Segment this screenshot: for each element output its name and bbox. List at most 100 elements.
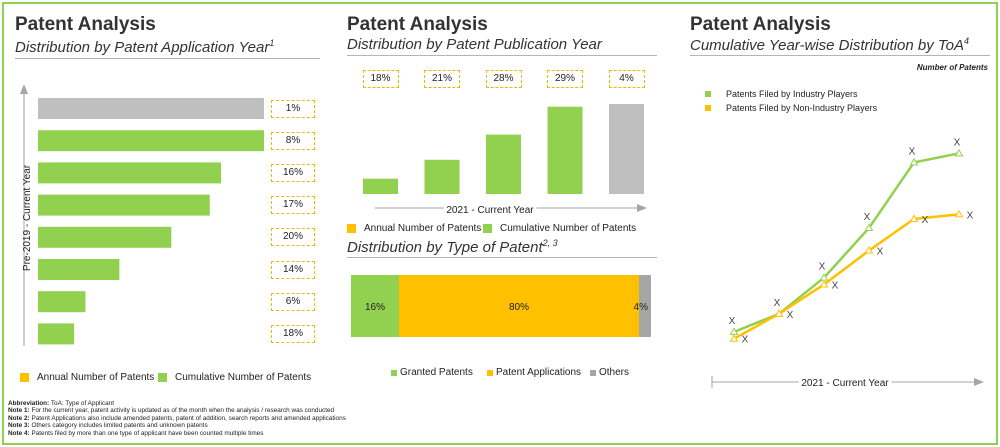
left-bar xyxy=(38,291,86,313)
mid-legend-swatch-annual xyxy=(347,224,356,233)
right-legend-label: Patents Filed by Non-Industry Players xyxy=(726,103,878,113)
footnote-text: ToA: Type of Applicant xyxy=(49,400,114,407)
footnote-text: Others category includes limited patents… xyxy=(29,422,208,430)
mid-legend-cumulative: Cumulative Number of Patents xyxy=(500,223,637,234)
right-series-marker xyxy=(729,334,739,342)
left-legend-swatch-cumulative xyxy=(158,373,167,382)
right-series-line xyxy=(733,152,960,334)
type-stacked-bar: 16% 80% 4% xyxy=(351,275,651,337)
footnote-row: Note 2: Patent Applications also include… xyxy=(8,415,608,422)
right-legend-label: Patents Filed by Industry Players xyxy=(726,89,858,99)
right-title-rule xyxy=(690,55,990,56)
mid-bar xyxy=(486,134,521,194)
right-point-label: X xyxy=(774,298,781,309)
type-title-rule xyxy=(347,257,657,258)
type-title-text: Distribution by Type of Patent xyxy=(347,239,543,256)
mid-bar xyxy=(424,159,460,194)
left-bar-value-label: 8% xyxy=(271,131,315,150)
right-series-marker xyxy=(864,246,874,254)
mid-bar-value-label: 29% xyxy=(547,70,583,88)
mid-subtitle: Distribution by Patent Publication Year xyxy=(347,36,602,53)
left-legend-swatch-annual xyxy=(20,373,29,382)
mid-bar-value-label: 4% xyxy=(608,70,645,88)
mid-bar-chart: 2021 - Current Year xyxy=(363,104,647,219)
mid-title: Patent Analysis xyxy=(347,14,488,35)
left-bar-chart: Pre-2019 - Current Year xyxy=(20,84,264,346)
type-legend-swatch-granted xyxy=(391,370,397,376)
right-unit-label: Number of Patents xyxy=(916,63,988,72)
right-series-marker xyxy=(819,279,829,288)
footnote-row: Abbreviation: ToA: Type of Applicant xyxy=(8,400,608,407)
left-bar xyxy=(38,130,264,152)
right-series-marker xyxy=(774,309,784,317)
right-point-label: X xyxy=(967,210,974,221)
left-bar-value-label: 6% xyxy=(271,292,315,311)
mid-title-rule xyxy=(347,55,657,56)
type-title-sup: 2, 3 xyxy=(542,238,558,248)
type-title: Distribution by Type of Patent2, 3 xyxy=(347,238,558,256)
left-bar-value-label: 20% xyxy=(271,228,315,247)
right-series-marker xyxy=(909,214,919,222)
right-point-label: X xyxy=(787,310,794,321)
right-point-label: X xyxy=(729,316,736,327)
left-bar xyxy=(38,323,75,345)
left-axis-label: Pre-2019 - Current Year xyxy=(22,164,33,271)
type-segment xyxy=(639,275,651,337)
left-axis-arrow xyxy=(20,84,28,94)
footnote-label: Note 4: xyxy=(8,429,30,437)
type-legend-applications: Patent Applications xyxy=(496,367,582,378)
mid-bar xyxy=(609,104,644,194)
footnote-row: Note 1: For the current year, patent act… xyxy=(8,407,608,414)
type-legend-swatch-others xyxy=(590,370,596,376)
left-subtitle: Distribution by Patent Application Year1 xyxy=(15,38,274,56)
right-point-label: X xyxy=(819,262,826,273)
mid-bar-value-label: 28% xyxy=(485,70,522,88)
footnote-row: Note 3: Others category includes limited… xyxy=(8,422,608,429)
footnote-row: Note 4: Patents filed by more than one t… xyxy=(8,430,608,437)
footnote-label: Note 2: xyxy=(8,414,30,422)
left-bar-value-label: 14% xyxy=(271,260,315,279)
left-bar xyxy=(38,162,222,184)
right-series-marker xyxy=(909,157,919,166)
footnote-label: Abbreviation: xyxy=(8,400,50,407)
left-bar xyxy=(38,226,172,248)
footnote-label: Note 1: xyxy=(8,407,30,415)
right-series-marker xyxy=(954,148,964,157)
right-axis-arrow xyxy=(974,378,984,386)
type-segment-label: 4% xyxy=(634,302,649,313)
footnote-text: Patents filed by more than one type of a… xyxy=(29,429,264,437)
right-series-marker xyxy=(954,209,964,218)
left-bar-value-label: 18% xyxy=(271,324,315,343)
left-bar xyxy=(38,98,264,119)
right-subtitle: Cumulative Year-wise Distribution by ToA… xyxy=(690,36,969,54)
type-legend-granted: Granted Patents xyxy=(400,367,473,378)
right-series-marker xyxy=(864,223,874,231)
left-title: Patent Analysis xyxy=(15,14,156,35)
right-point-label: X xyxy=(742,335,749,346)
right-series-line xyxy=(733,213,960,340)
left-bar-value-label: 1% xyxy=(271,99,315,118)
right-legend-swatch xyxy=(705,91,711,97)
left-bar-value-label: 16% xyxy=(271,163,315,182)
footnote-label: Note 3: xyxy=(8,422,30,430)
right-subtitle-sup: 4 xyxy=(964,36,970,46)
right-title: Patent Analysis xyxy=(690,14,831,35)
left-title-rule xyxy=(15,58,320,59)
type-segment xyxy=(399,275,639,337)
footnote-text: Patent Applications also include amended… xyxy=(29,414,346,422)
right-point-label: X xyxy=(877,247,884,258)
mid-legend-annual: Annual Number of Patents xyxy=(364,223,482,234)
left-bar-value-label: 17% xyxy=(271,196,315,215)
mid-bar-value-label: 21% xyxy=(424,70,460,88)
left-subtitle-text: Distribution by Patent Application Year xyxy=(15,39,270,56)
type-segment xyxy=(351,275,399,337)
footnotes: Abbreviation: ToA: Type of Applicant Note… xyxy=(8,400,608,437)
right-point-label: X xyxy=(909,146,916,157)
type-legend-others: Others xyxy=(599,367,630,378)
type-legend-swatch-applications xyxy=(487,370,493,376)
left-bar xyxy=(38,259,120,280)
right-point-label: X xyxy=(864,212,871,223)
mid-axis-arrow xyxy=(637,204,647,212)
